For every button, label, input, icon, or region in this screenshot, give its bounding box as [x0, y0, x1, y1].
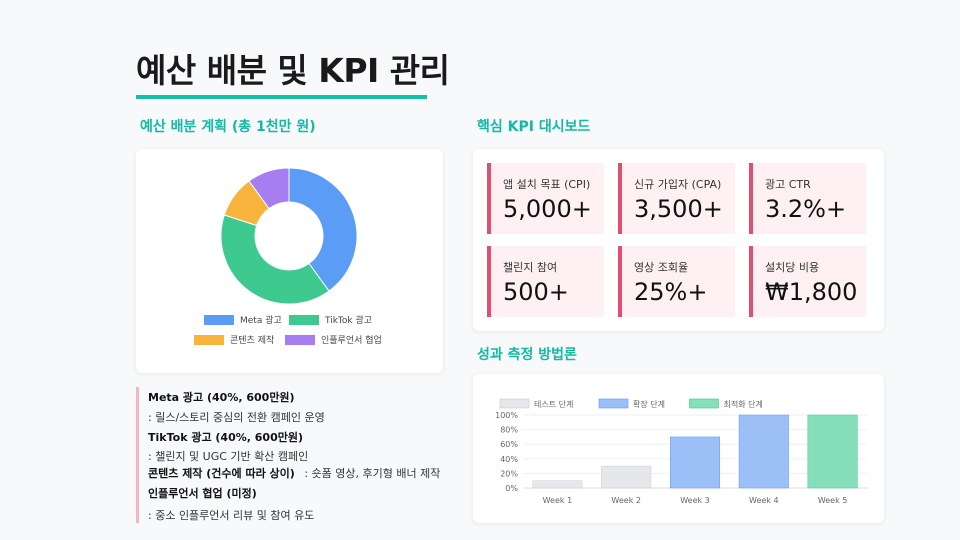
- note-title-content: 콘텐츠 제작 (건수에 따라 상이): [148, 467, 295, 480]
- donut-slice-3: [248, 167, 290, 210]
- kpi-tile-challenge: 챌린지 참여 500+: [487, 246, 604, 317]
- note-desc-influencer: : 중소 인플루언서 리뷰 및 참여 유도: [148, 509, 315, 522]
- legend-swatch: [289, 314, 319, 325]
- kpi-heading: 핵심 KPI 대시보드: [477, 119, 591, 135]
- legend-swatch-1: [598, 398, 629, 409]
- kpi-value: 3.2%+: [765, 195, 847, 223]
- y-tick-label-2: 40%: [500, 455, 518, 464]
- donut-slice-0: [288, 167, 358, 292]
- kpi-value: ₩1,800: [765, 278, 858, 306]
- legend-label: Meta 광고: [240, 316, 282, 326]
- x-tick-label-0: Week 1: [543, 496, 573, 505]
- page-title: 예산 배분 및 KPI 관리: [136, 51, 450, 90]
- note-desc-tiktok: : 챌린지 및 UGC 기반 확산 캠페인: [148, 450, 309, 463]
- bar-1-2: [669, 436, 721, 489]
- legend-swatch-2: [689, 398, 719, 409]
- methodology-chart-card: 테스트 단계 확장 단계 최적화 단계 0% 20% 40% 60% 80% 100% Week …: [473, 374, 884, 523]
- legend-item-content: 콘텐츠 제작: [194, 333, 274, 346]
- kpi-label: 챌린지 참여: [503, 261, 558, 274]
- legend-label: 인플루언서 협업: [321, 336, 382, 346]
- kpi-label: 신규 가입자 (CPA): [634, 178, 722, 191]
- y-tick-label-0: 0%: [505, 484, 518, 493]
- y-tick-label-1: 20%: [500, 469, 518, 478]
- legend-label-2: 최적화 단계: [724, 399, 763, 409]
- x-tick-label-2: Week 3: [680, 496, 710, 505]
- legend-swatch: [194, 334, 224, 345]
- legend-item-tiktok: TikTok 광고: [289, 313, 372, 326]
- kpi-tile-view-rate: 영상 조회율 25%+: [618, 246, 735, 317]
- bar-0-1: [601, 465, 652, 489]
- x-tick-label-1: Week 2: [611, 496, 641, 505]
- legend-swatch-0: [499, 398, 530, 409]
- y-tick-label-5: 100%: [495, 411, 518, 420]
- budget-notes: Meta 광고 (40%, 600만원) : 릴스/스토리 중심의 전환 캠페인…: [136, 387, 459, 523]
- methodology-heading: 성과 측정 방법론: [477, 347, 577, 363]
- legend-swatch: [285, 334, 315, 345]
- x-tick-label-4: Week 5: [818, 496, 848, 505]
- kpi-label: 광고 CTR: [765, 178, 811, 191]
- title-underline: [136, 95, 427, 99]
- kpi-dashboard-card: 앱 설치 목표 (CPI) 5,000+ 신규 가입자 (CPA) 3,500+…: [473, 149, 884, 331]
- kpi-value: 25%+: [634, 278, 708, 306]
- bar-1-3: [738, 414, 789, 489]
- legend-label-1: 확장 단계: [633, 399, 665, 409]
- kpi-value: 5,000+: [503, 195, 592, 223]
- legend-item-influencer: 인플루언서 협업: [285, 333, 382, 346]
- bar-0-0: [532, 480, 583, 489]
- y-tick-label-3: 60%: [500, 440, 518, 449]
- bar-2-4: [807, 414, 858, 489]
- kpi-tile-cpa: 신규 가입자 (CPA) 3,500+: [618, 163, 735, 234]
- budget-heading: 예산 배분 계획 (총 1천만 원): [140, 119, 316, 135]
- kpi-tile-cost-per-install: 설치당 비용 ₩1,800: [749, 246, 866, 317]
- x-tick-label-3: Week 4: [749, 496, 779, 505]
- kpi-tile-ctr: 광고 CTR 3.2%+: [749, 163, 866, 234]
- note-desc-meta: : 릴스/스토리 중심의 전환 캠페인 운영: [148, 411, 325, 424]
- legend-label: TikTok 광고: [325, 316, 373, 326]
- legend-swatch: [204, 314, 234, 325]
- note-desc-content: : 숏폼 영상, 후기형 배너 제작: [304, 467, 441, 480]
- kpi-value: 500+: [503, 278, 569, 306]
- kpi-tile-cpi: 앱 설치 목표 (CPI) 5,000+: [487, 163, 604, 234]
- legend-label: 콘텐츠 제작: [230, 336, 275, 346]
- kpi-value: 3,500+: [634, 195, 723, 223]
- budget-donut-card: Meta 광고 TikTok 광고 콘텐츠 제작 인플루언서 협업: [136, 149, 443, 373]
- donut-slice-1: [220, 214, 330, 305]
- y-tick-label-4: 80%: [500, 426, 518, 435]
- phase-bar-chart: 테스트 단계 확장 단계 최적화 단계 0% 20% 40% 60% 80% 100% Week …: [495, 398, 867, 505]
- kpi-label: 설치당 비용: [765, 261, 820, 274]
- note-row-content: 콘텐츠 제작 (건수에 따라 상이) : 숏폼 영상, 후기형 배너 제작: [148, 465, 440, 481]
- note-title-meta: Meta 광고 (40%, 600만원): [148, 391, 295, 404]
- note-title-influencer: 인플루언서 협업 (미정): [148, 487, 257, 500]
- kpi-label: 영상 조회율: [634, 261, 689, 274]
- kpi-label: 앱 설치 목표 (CPI): [503, 178, 591, 191]
- legend-label-0: 테스트 단계: [534, 399, 573, 409]
- legend-item-meta: Meta 광고: [204, 313, 282, 326]
- budget-donut-chart: [220, 167, 358, 305]
- note-title-tiktok: TikTok 광고 (40%, 600만원): [148, 431, 303, 444]
